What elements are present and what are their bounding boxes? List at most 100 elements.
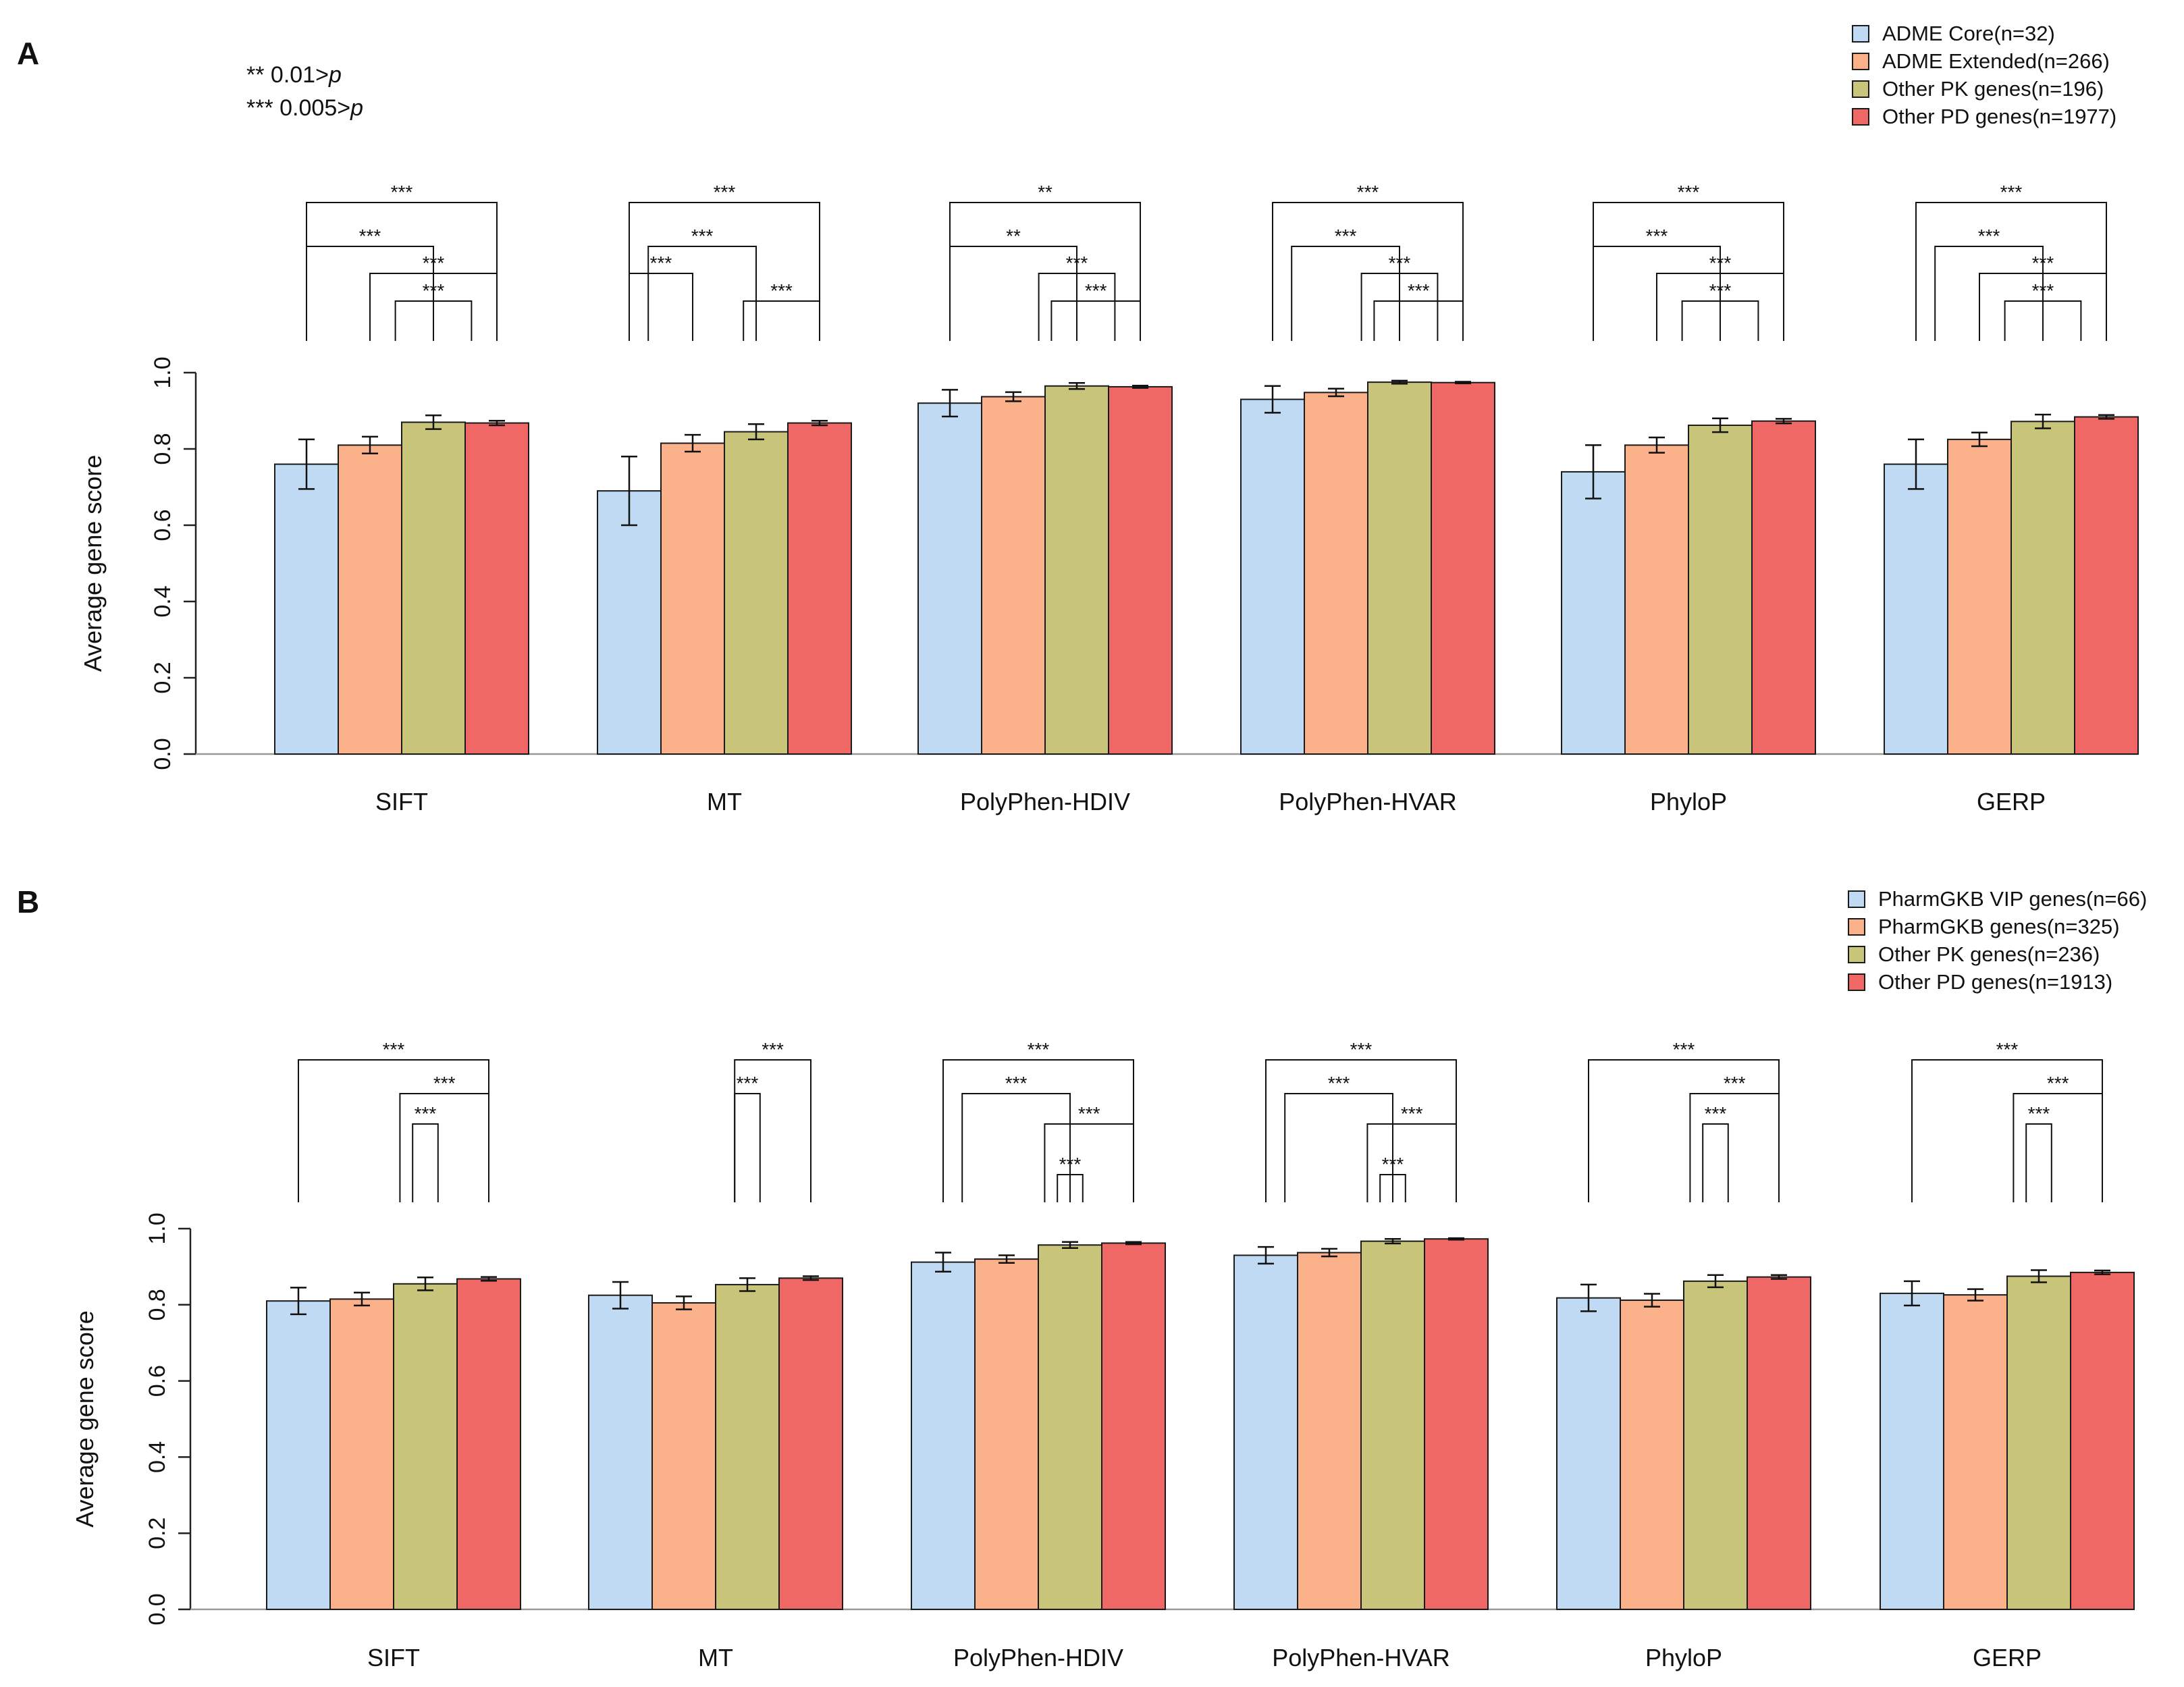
- bar: [401, 421, 466, 755]
- bar: [597, 490, 662, 755]
- bar: [1561, 471, 1626, 755]
- significance-label: ***: [2047, 1073, 2069, 1094]
- bar: [266, 1300, 331, 1611]
- significance-label: ***: [1673, 1039, 1695, 1060]
- significance-bracket: [2013, 1093, 2103, 1202]
- bar: [1367, 381, 1432, 755]
- significance-bracket: [1379, 1174, 1406, 1202]
- significance-bracket: [1291, 246, 1400, 341]
- significance-note-2: *** 0.005>p: [246, 95, 364, 121]
- legend-label: Other PD genes(n=1977): [1882, 105, 2116, 128]
- significance-label: ***: [433, 1073, 456, 1094]
- significance-label: ***: [1028, 1039, 1050, 1060]
- legend-label: PharmGKB genes(n=325): [1878, 915, 2120, 938]
- significance-bracket: [2025, 1123, 2052, 1202]
- significance-label: ***: [1078, 1103, 1100, 1124]
- significance-bracket: [1038, 273, 1116, 341]
- significance-label: ***: [383, 1039, 405, 1060]
- bar: [329, 1298, 394, 1610]
- significance-label: ***: [1709, 280, 1732, 301]
- significance-bracket: [949, 202, 1141, 341]
- bar: [981, 396, 1046, 755]
- bar: [1620, 1300, 1684, 1610]
- bar: [393, 1283, 458, 1611]
- bar: [338, 444, 402, 755]
- significance-bracket: [1979, 273, 2107, 341]
- significance-bracket: [1284, 1093, 1393, 1202]
- significance-label: ***: [1978, 225, 2000, 246]
- significance-label: ***: [2032, 252, 2054, 273]
- significance-bracket: [394, 300, 473, 341]
- bar: [1884, 463, 1948, 755]
- legend-swatch: [1848, 918, 1865, 936]
- significance-label: ***: [1059, 1154, 1082, 1175]
- y-tick-label: 0.2: [150, 662, 176, 693]
- y-tick-label: 0.8: [150, 433, 176, 464]
- significance-bracket: [629, 273, 693, 341]
- significance-label: **: [1006, 225, 1021, 246]
- x-tick-label: PolyPhen-HVAR: [1272, 1644, 1449, 1671]
- significance-label: ***: [1408, 280, 1430, 301]
- significance-label: **: [1038, 182, 1053, 203]
- bar: [911, 1261, 976, 1610]
- significance-bracket: [1689, 1093, 1780, 1202]
- y-tick-label: 0.6: [150, 509, 176, 541]
- x-tick-label: PolyPhen-HDIV: [960, 788, 1130, 815]
- significance-bracket: [298, 1059, 489, 1202]
- legend-swatch: [1852, 25, 1869, 43]
- significance-bracket: [1272, 202, 1464, 341]
- bar: [464, 422, 529, 755]
- bar: [274, 463, 339, 755]
- significance-label: ***: [415, 1103, 437, 1124]
- significance-bracket: [647, 246, 757, 341]
- x-tick-label: MT: [698, 1644, 733, 1671]
- x-tick-label: SIFT: [375, 788, 428, 815]
- y-tick-label: 0.4: [150, 585, 176, 617]
- y-tick-label: 0.0: [150, 738, 176, 770]
- chart-panel-a: A 0.0 0.2 0.4 0.6 0.8 1.0 Average gene score SIF…: [17, 22, 2139, 815]
- significance-label: ***: [1328, 1073, 1350, 1094]
- significance-bracket: [1656, 273, 1784, 341]
- y-tick-label: 0.4: [144, 1441, 170, 1473]
- significance-bracket: [1366, 1123, 1457, 1202]
- x-tick-label: GERP: [1973, 1644, 2042, 1671]
- bar: [1624, 444, 1689, 755]
- bar: [1233, 1254, 1298, 1610]
- y-tick-label: 1.0: [150, 356, 176, 388]
- significance-label: ***: [1996, 1039, 2019, 1060]
- bar: [2006, 1275, 2071, 1610]
- legend-swatch: [1852, 53, 1869, 70]
- bar: [1431, 381, 1495, 755]
- significance-label: ***: [1646, 225, 1668, 246]
- chart-panel-b: B 0.0 0.2 0.4 0.6 0.8 1.0 Average gene score SIF…: [17, 884, 2147, 1671]
- bar: [651, 1302, 716, 1610]
- bar: [2070, 1271, 2135, 1610]
- significance-bracket: [1593, 202, 1784, 341]
- significance-bracket: [942, 1059, 1134, 1202]
- significance-bracket: [1934, 246, 2044, 341]
- x-tick-label: SIFT: [367, 1644, 420, 1671]
- bar: [1947, 438, 2012, 755]
- significance-label: ***: [423, 252, 445, 273]
- significance-bracket: [1057, 1174, 1084, 1202]
- significance-bracket: [1373, 300, 1464, 341]
- significance-label: ***: [691, 225, 714, 246]
- x-tick-label: PhyloP: [1645, 1644, 1722, 1671]
- legend-label: PharmGKB VIP genes(n=66): [1878, 887, 2147, 911]
- legend-label: Other PD genes(n=1913): [1878, 970, 2112, 994]
- panel-label: B: [17, 884, 39, 919]
- bar: [588, 1294, 653, 1610]
- bar: [1688, 424, 1753, 755]
- x-tick-label: MT: [707, 788, 742, 815]
- significance-label: ***: [1724, 1073, 1746, 1094]
- significance-label: ***: [1382, 1154, 1404, 1175]
- significance-bracket: [949, 246, 1077, 341]
- significance-label: ***: [762, 1039, 784, 1060]
- legend-swatch: [1848, 973, 1865, 991]
- significance-bracket: [734, 1093, 761, 1202]
- significance-bracket: [306, 202, 498, 341]
- significance-label: ***: [770, 280, 793, 301]
- bar: [2074, 416, 2139, 755]
- significance-label: ***: [1085, 280, 1107, 301]
